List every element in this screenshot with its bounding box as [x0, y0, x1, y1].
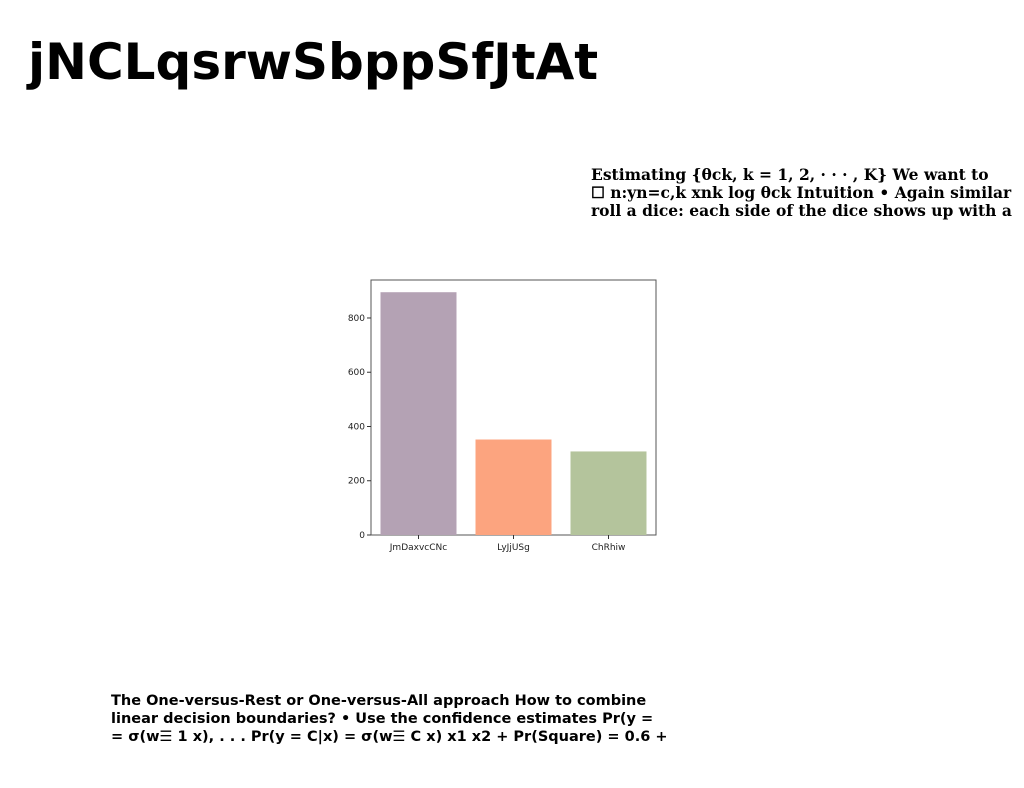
bar-ChRhiw: [570, 451, 647, 535]
text-line: Estimating {θck, k = 1, 2, · · · , K} We…: [591, 166, 989, 184]
bars-layer: [380, 292, 647, 535]
x-tick-label: ChRhiw: [592, 543, 626, 553]
text-line: ☐ n:yn=c,k xnk log θck Intuition • Again…: [591, 183, 1012, 202]
text-line: The One-versus-Rest or One-versus-All ap…: [111, 693, 647, 709]
text-line: = σ(w☰ 1 x), . . . Pr(y = C|x) = σ(w☰ C …: [111, 729, 668, 745]
text-line: linear decision boundaries? • Use the co…: [111, 711, 654, 727]
x-tick-label: JmDaxvcCNc: [389, 543, 447, 553]
bar-JmDaxvcCNc: [380, 292, 457, 535]
x-axis: JmDaxvcCNc LyJjUSg ChRhiw: [389, 535, 626, 553]
y-tick-label: 600: [348, 368, 365, 378]
page-title: jNCLqsrwSbppSfJtAt: [28, 33, 599, 91]
y-axis: 0 200 400 600 800: [348, 314, 371, 541]
text-block-top: Estimating {θck, k = 1, 2, · · · , K} We…: [591, 166, 1024, 220]
y-tick-label: 200: [348, 477, 365, 487]
y-tick-label: 400: [348, 422, 365, 432]
x-tick-label: LyJjUSg: [497, 543, 530, 553]
bar-LyJjUSg: [475, 439, 552, 535]
text-block-bottom: The One-versus-Rest or One-versus-All ap…: [111, 692, 671, 746]
y-tick-label: 800: [348, 314, 365, 324]
bar-chart: 0 200 400 600 800 JmDaxvcCNc LyJjUSg ChRhiw: [348, 279, 657, 553]
y-tick-label: 0: [359, 531, 365, 541]
text-line: roll a dice: each side of the dice shows…: [591, 201, 1012, 220]
